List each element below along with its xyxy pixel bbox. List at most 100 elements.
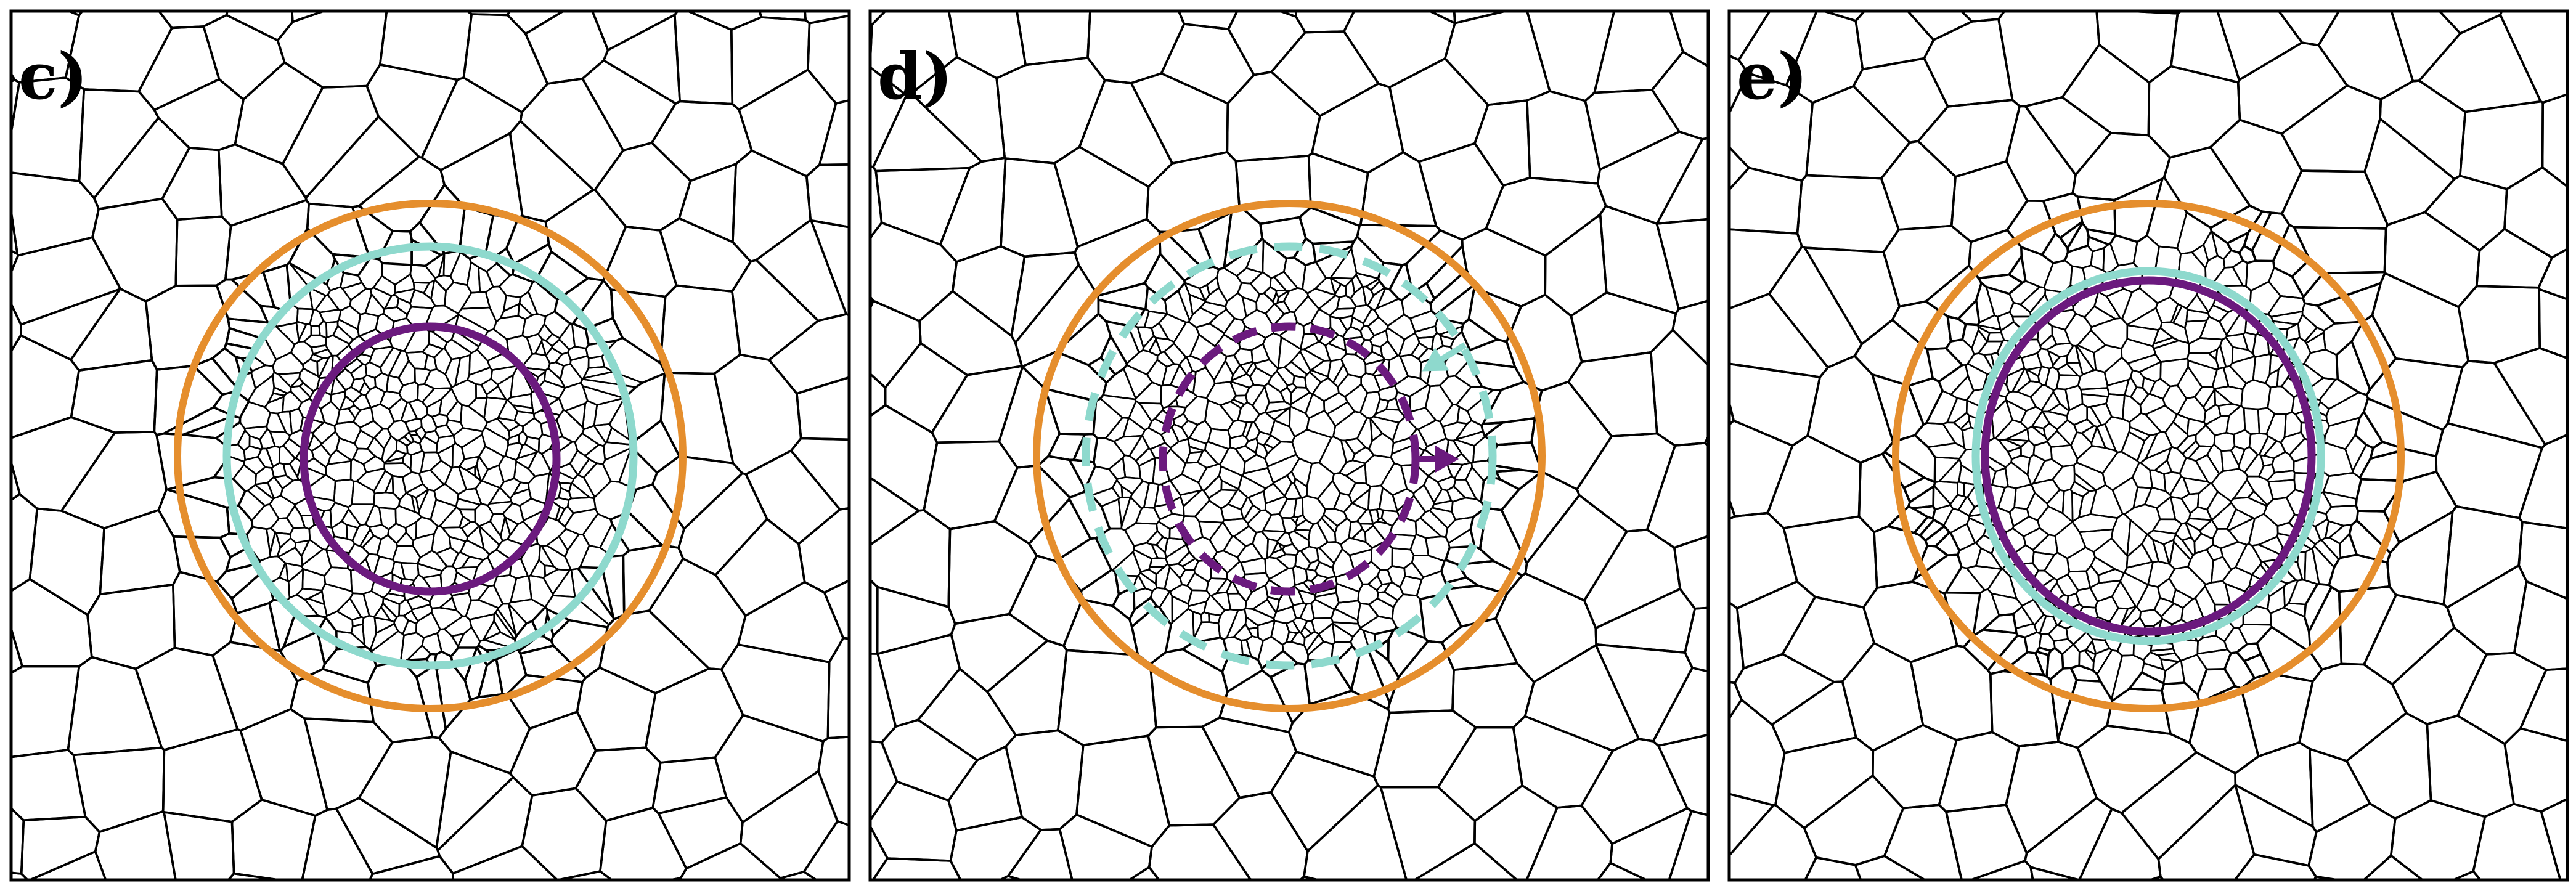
- voronoi-cell: [1380, 462, 1408, 496]
- panel-d-frame: [868, 9, 1710, 882]
- voronoi-cell: [2111, 654, 2145, 702]
- voronoi-cell: [2056, 363, 2079, 376]
- voronoi-cell: [2220, 541, 2248, 571]
- panel-e-middle-circle: [1971, 267, 2325, 645]
- voronoi-cell: [1414, 517, 1443, 539]
- panel-c: c): [9, 9, 851, 882]
- voronoi-cell: [454, 354, 471, 386]
- voronoi-cell: [1293, 497, 1304, 518]
- voronoi-cell: [497, 399, 519, 421]
- voronoi-cell: [796, 376, 849, 441]
- voronoi-cell: [558, 481, 573, 493]
- voronoi-cell: [1425, 245, 1468, 300]
- voronoi-cell: [2054, 521, 2087, 559]
- voronoi-cell: [534, 340, 547, 357]
- voronoi-cell: [457, 306, 497, 332]
- voronoi-cell: [311, 444, 332, 468]
- voronoi-cell: [443, 615, 473, 637]
- voronoi-cell: [392, 545, 422, 564]
- voronoi-cell: [528, 280, 558, 317]
- voronoi-cell: [2171, 588, 2194, 609]
- voronoi-cell: [1854, 855, 1927, 880]
- voronoi-cell: [2231, 346, 2256, 364]
- voronoi-cell: [574, 433, 600, 457]
- voronoi-cell: [1241, 309, 1274, 339]
- voronoi-cell: [2159, 357, 2189, 388]
- voronoi-cell: [318, 354, 334, 380]
- voronoi-cell: [1068, 458, 1096, 490]
- voronoi-cell: [540, 545, 572, 571]
- voronoi-cell: [301, 807, 374, 880]
- voronoi-cell: [555, 506, 566, 522]
- voronoi-cell: [1143, 253, 1186, 302]
- voronoi-cell: [1226, 561, 1246, 584]
- voronoi-cell: [487, 350, 516, 371]
- voronoi-cell: [2285, 323, 2301, 342]
- voronoi-cell: [1391, 593, 1426, 639]
- voronoi-cell: [2073, 472, 2097, 492]
- voronoi-cell: [370, 630, 405, 667]
- panel-c-inner-circle: [300, 322, 561, 596]
- voronoi-cell: [871, 857, 962, 880]
- voronoi-cell: [1223, 245, 1257, 277]
- panel-d-shrink-arrow: [1422, 342, 1467, 372]
- voronoi-cell: [1480, 421, 1504, 437]
- voronoi-cell: [460, 291, 491, 310]
- voronoi-cell: [1440, 559, 1468, 584]
- voronoi-cell: [789, 437, 849, 511]
- voronoi-cell: [679, 842, 782, 880]
- voronoi-cell: [1374, 398, 1390, 415]
- voronoi-cell: [400, 562, 420, 582]
- voronoi-cell: [1294, 519, 1314, 532]
- voronoi-cell: [1294, 582, 1314, 595]
- voronoi-cell: [1072, 433, 1099, 463]
- voronoi-cell: [2185, 294, 2209, 314]
- voronoi-cell: [423, 279, 436, 300]
- voronoi-cell: [2076, 195, 2117, 235]
- voronoi-cell: [1351, 304, 1373, 325]
- voronoi-cell: [386, 420, 410, 442]
- voronoi-cell: [1655, 218, 1708, 311]
- voronoi-cell: [2493, 347, 2567, 446]
- voronoi-cell: [502, 295, 521, 312]
- voronoi-cell: [403, 582, 420, 601]
- voronoi-cell: [1253, 359, 1279, 378]
- voronoi-cell: [294, 539, 310, 557]
- voronoi-cell: [1205, 381, 1237, 406]
- voronoi-cell: [2170, 495, 2191, 525]
- voronoi-cell: [2263, 440, 2286, 460]
- voronoi-cell: [459, 515, 472, 529]
- voronoi-cell: [2267, 470, 2296, 483]
- panel-e-label: e): [1737, 38, 1808, 114]
- voronoi-cell: [356, 353, 372, 366]
- voronoi-cell: [443, 338, 473, 360]
- voronoi-cell: [2089, 579, 2122, 603]
- voronoi-cell: [1270, 662, 1311, 724]
- voronoi-cell: [949, 816, 1042, 880]
- voronoi-cell: [2195, 0, 2262, 5]
- voronoi-cell: [1252, 531, 1269, 561]
- voronoi-cell: [1127, 866, 1160, 880]
- voronoi-cell: [778, 870, 818, 880]
- voronoi-cell: [380, 347, 402, 376]
- voronoi-cell: [2572, 325, 2576, 376]
- voronoi-cell: [230, 799, 317, 880]
- voronoi-cell: [1729, 145, 1750, 192]
- voronoi-cell: [1164, 228, 1215, 270]
- voronoi-cell: [1238, 325, 1266, 351]
- voronoi-cell: [1965, 565, 2002, 591]
- voronoi-cell: [2176, 211, 2212, 255]
- voronoi-cell: [1167, 398, 1179, 408]
- voronoi-cell: [398, 598, 413, 617]
- voronoi-cell: [870, 66, 908, 168]
- panel-e-inner-circle: [1981, 276, 2316, 636]
- voronoi-cell: [1729, 54, 1750, 116]
- voronoi-cell: [466, 525, 485, 550]
- voronoi-cell: [1262, 513, 1286, 532]
- voronoi-cell: [530, 390, 560, 415]
- voronoi-cell: [302, 359, 319, 377]
- voronoi-cell: [2106, 288, 2133, 320]
- voronoi-cell: [250, 364, 275, 389]
- voronoi-cell: [2147, 560, 2176, 588]
- voronoi-cell: [1225, 354, 1241, 376]
